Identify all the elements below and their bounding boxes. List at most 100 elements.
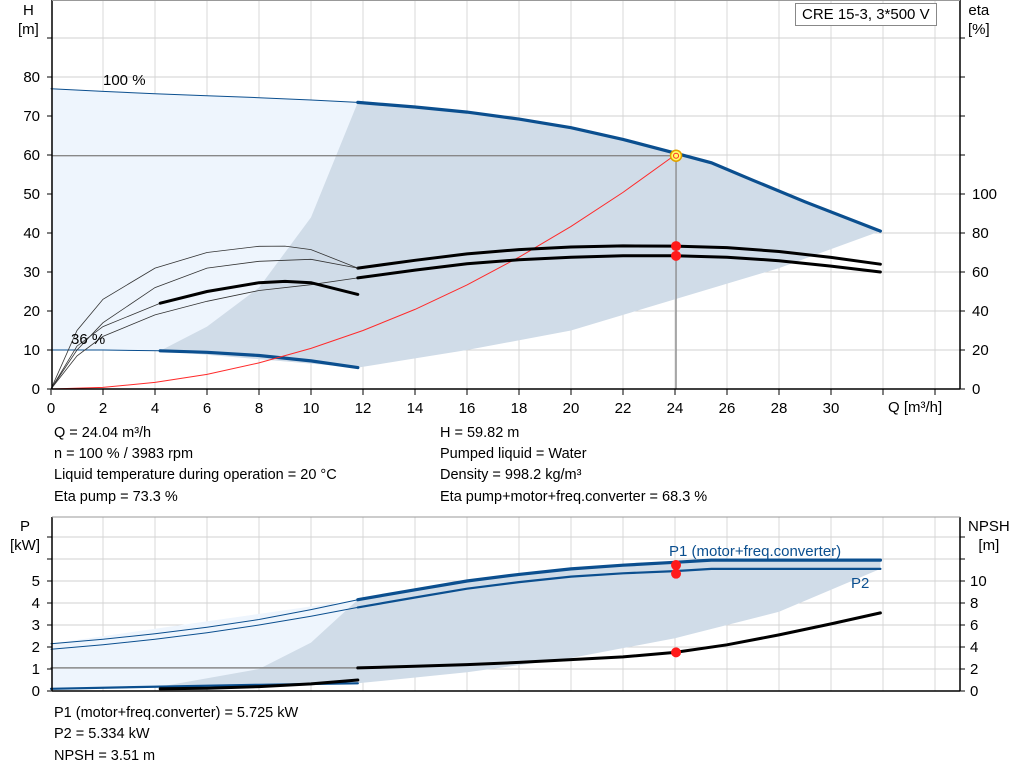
- eta-axis-label-2: [%]: [968, 21, 990, 38]
- duty-point-head: [669, 149, 683, 162]
- eta-tick-label: 20: [972, 342, 989, 359]
- curve-head-100: [356, 100, 882, 233]
- curve-eta-36: [158, 279, 360, 305]
- duty-point-head-inner: [673, 152, 680, 159]
- p-axis-label: P [kW]: [10, 517, 40, 555]
- duty-point-npsh: [671, 647, 682, 658]
- result-eta-total: Eta pump+motor+freq.converter = 68.3 %: [440, 489, 708, 505]
- curve-eta-total-thin: [50, 277, 359, 390]
- result-h: H = 59.82 m: [440, 425, 520, 441]
- npsh-tick-label: 8: [970, 595, 978, 612]
- h-tick-label: 70: [23, 108, 40, 125]
- h-tick-label: 10: [23, 342, 40, 359]
- curve-eta-36-thin: [50, 245, 359, 390]
- q-axis-label: Q [m³/h]: [888, 399, 943, 416]
- p2-legend-label: P2: [851, 575, 870, 592]
- p-tick-label: 4: [32, 595, 40, 612]
- q-tick-label: 8: [255, 400, 263, 417]
- p-axis-label-1: P: [19, 518, 30, 535]
- h-tick-label: 20: [23, 303, 40, 320]
- h-tick-label: 50: [23, 186, 40, 203]
- operating-region: [160, 102, 881, 368]
- curve-p1-thin: [50, 599, 359, 645]
- h-tick-label: 40: [23, 225, 40, 242]
- curve-head-36-thin: [50, 349, 161, 352]
- result-npsh: NPSH = 3.51 m: [54, 748, 156, 764]
- operating-region: [160, 560, 881, 687]
- h-axis-label-2: [m]: [18, 21, 39, 38]
- npsh-tick-label: 6: [970, 617, 978, 634]
- duty-point-eta-pump: [671, 241, 682, 252]
- h-tick-label: 80: [23, 69, 40, 86]
- npsh-axis-label: NPSH [m]: [968, 517, 1010, 555]
- p-tick-label: 3: [32, 617, 40, 634]
- h-axis-label-1: H: [23, 2, 34, 19]
- result-density: Density = 998.2 kg/m³: [440, 467, 582, 483]
- curve-eta-total: [356, 254, 882, 280]
- p-tick-label: 5: [32, 573, 40, 590]
- npsh-axis-label-2: [m]: [978, 537, 1000, 554]
- p-tick-label: 0: [32, 683, 40, 700]
- duty-point-p1: [671, 560, 682, 571]
- curve-npsh-36: [158, 678, 360, 691]
- eta-tick-label: 40: [972, 303, 989, 320]
- result-p2: P2 = 5.334 kW: [54, 726, 150, 742]
- curve-eta-pump-thin: [50, 258, 359, 390]
- eta-axis-label: eta [%]: [968, 1, 990, 39]
- q-tick-label: 24: [667, 400, 684, 417]
- q-tick-label: 6: [203, 400, 211, 417]
- npsh-axis-label-1: NPSH: [968, 518, 1010, 535]
- result-eta-pump: Eta pump = 73.3 %: [54, 489, 178, 505]
- pump-title-box: CRE 15-3, 3*500 V: [795, 3, 937, 26]
- result-p1: P1 (motor+freq.converter) = 5.725 kW: [54, 705, 299, 721]
- p-tick-label: 1: [32, 661, 40, 678]
- q-tick-label: 30: [823, 400, 840, 417]
- p-tick-label: 2: [32, 639, 40, 656]
- result-q: Q = 24.04 m³/h: [54, 425, 152, 441]
- q-tick-label: 10: [303, 400, 320, 417]
- q-tick-label: 0: [47, 400, 55, 417]
- speed-100-label: 100 %: [103, 72, 146, 89]
- eta-tick-label: 100: [972, 186, 997, 203]
- h-tick-label: 0: [32, 381, 40, 398]
- h-tick-label: 60: [23, 147, 40, 164]
- duty-point-eta-total: [671, 250, 682, 261]
- curve-head-36: [158, 349, 360, 370]
- npsh-tick-label: 4: [970, 639, 978, 656]
- eta-axis-label-1: eta: [968, 2, 990, 19]
- h-tick-label: 30: [23, 264, 40, 281]
- q-tick-label: 2: [99, 400, 107, 417]
- p-axis-label-2: [kW]: [10, 537, 40, 554]
- q-tick-label: 12: [355, 400, 372, 417]
- curve-system-curve: [50, 154, 676, 390]
- eta-tick-label: 0: [972, 381, 980, 398]
- q-tick-label: 4: [151, 400, 159, 417]
- eta-tick-label: 80: [972, 225, 989, 242]
- npsh-tick-label: 0: [970, 683, 978, 700]
- q-tick-label: 14: [407, 400, 424, 417]
- curve-p2: [356, 567, 882, 609]
- p1-legend-label: P1 (motor+freq.converter): [669, 543, 842, 560]
- result-temp: Liquid temperature during operation = 20…: [54, 467, 337, 483]
- q-tick-label: 20: [563, 400, 580, 417]
- npsh-tick-label: 2: [970, 661, 978, 678]
- npsh-tick-label: 10: [970, 573, 987, 590]
- result-n: n = 100 % / 3983 rpm: [54, 446, 194, 462]
- q-tick-label: 16: [459, 400, 476, 417]
- duty-point-p2: [671, 568, 682, 579]
- curve-eta-pump: [356, 244, 882, 270]
- eta-tick-label: 60: [972, 264, 989, 281]
- curve-eta-36-low-thin: [50, 302, 161, 390]
- result-liquid: Pumped liquid = Water: [440, 446, 587, 462]
- speed-36-label: 36 %: [71, 331, 106, 348]
- q-tick-label: 18: [511, 400, 528, 417]
- curve-npsh: [356, 611, 882, 670]
- curve-p1: [356, 558, 882, 602]
- curve-head-100-thin: [50, 88, 359, 103]
- h-axis-label: H [m]: [18, 1, 39, 39]
- curve-p2-thin: [50, 606, 359, 650]
- q-tick-label: 28: [771, 400, 788, 417]
- q-tick-label: 26: [719, 400, 736, 417]
- q-tick-label: 22: [615, 400, 632, 417]
